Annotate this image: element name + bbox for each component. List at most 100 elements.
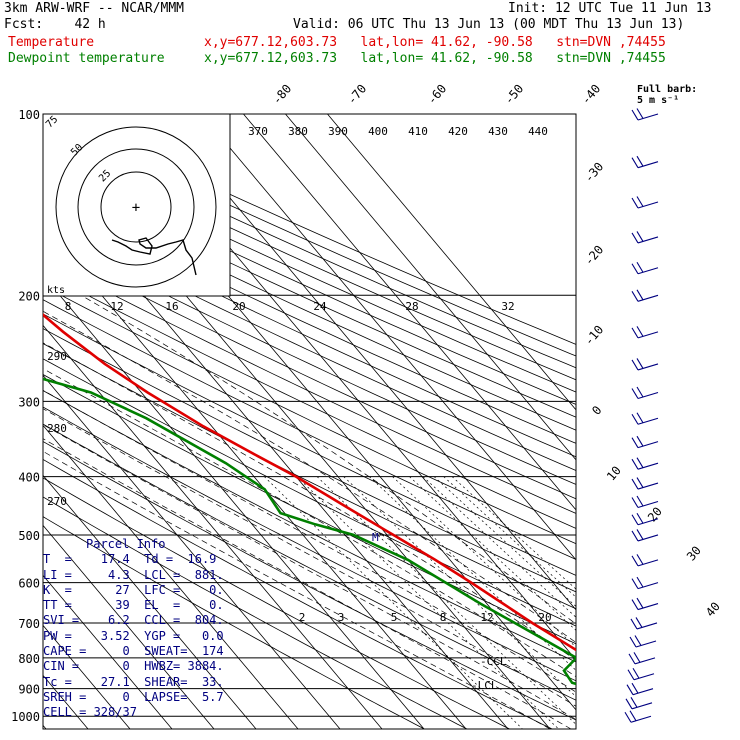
dewpoint-location-info: x,y=677.12,603.73 lat,lon= 41.62, -90.58… xyxy=(204,51,666,66)
mixing-ratio-label-lower: 3 xyxy=(338,611,345,624)
moist-adiabat-line xyxy=(43,438,572,729)
wind-barb-flag xyxy=(636,108,644,119)
mixing-ratio-label-lower: 8 xyxy=(440,611,447,624)
legend-temperature: Temperature xyxy=(8,35,95,50)
wind-barb-flag xyxy=(629,636,637,648)
isotherm-label: -10 xyxy=(582,323,607,349)
mixing-ratio-line xyxy=(392,476,576,648)
wind-barb-flag xyxy=(636,495,644,507)
dry-adiabat-line xyxy=(43,195,576,444)
wind-legend: Full barb: 5 m s⁻¹ xyxy=(637,84,703,106)
wind-barb-flag xyxy=(631,458,639,470)
wind-barb-shaft xyxy=(637,518,659,526)
parcel-row-tt-el: TT = 39 EL = 0. xyxy=(43,598,224,613)
wind-barb-flag xyxy=(636,576,644,588)
moist-adiabat-line xyxy=(43,424,576,720)
wind-barb-flag xyxy=(631,413,639,425)
wind-barb-shaft xyxy=(635,640,657,648)
pressure-label: 300 xyxy=(18,395,40,409)
isotherm-label: -50 xyxy=(502,82,527,108)
wind-barb-shaft xyxy=(637,113,659,121)
moist-adiabat-line xyxy=(43,342,576,661)
isotherm-label: -80 xyxy=(270,82,295,108)
dry-adiabat-line xyxy=(43,423,576,701)
isotherm-line xyxy=(285,114,576,461)
wind-barb-flag xyxy=(631,157,639,168)
wind-barb-shaft xyxy=(637,500,659,509)
parcel-row-t-td: T = 17.4 Td = 16.9 xyxy=(43,552,217,567)
isotherm-line xyxy=(43,424,299,729)
pressure-label: 500 xyxy=(18,529,40,543)
dry-adiabat-line xyxy=(43,458,553,729)
pressure-label: 900 xyxy=(18,683,40,697)
moist-adiabat-line xyxy=(43,450,551,729)
wind-barb-flag xyxy=(624,711,632,723)
isotherm-line xyxy=(43,474,257,729)
theta-label: 410 xyxy=(408,125,428,138)
wind-barb-flag xyxy=(631,437,639,448)
wind-barb-flag xyxy=(627,669,635,681)
ccl-marker: -CCL xyxy=(480,655,507,668)
wind-barb-shaft xyxy=(637,559,659,567)
isotherm-line xyxy=(43,374,341,729)
wind-barb-flag xyxy=(631,530,639,542)
hodograph-ring xyxy=(100,171,172,243)
dry-adiabat-line xyxy=(43,160,576,405)
theta-label: 390 xyxy=(328,125,348,138)
wind-barb-flag xyxy=(631,497,639,508)
dry-adiabat-line xyxy=(43,127,576,369)
wind-barb-flag xyxy=(636,435,644,447)
wind-barb-flag xyxy=(636,386,644,398)
hodograph-box xyxy=(42,113,231,297)
init-time: Init: 12 UTC Tue 11 Jun 13 xyxy=(508,1,712,16)
hodograph-ring xyxy=(55,126,217,288)
wind-barb-flag xyxy=(631,599,639,610)
wind-barb-flag xyxy=(631,555,639,567)
isotherm-line xyxy=(201,114,576,561)
isotherm-label: 0 xyxy=(589,403,604,418)
wind-barb-shaft xyxy=(637,236,659,244)
isotherm-line xyxy=(0,114,4,729)
wind-barb-flag xyxy=(636,326,644,337)
wind-barb-shaft xyxy=(636,622,658,630)
mixing-ratio-label: 8 xyxy=(65,300,72,313)
legend-dewpoint: Dewpoint temperature xyxy=(8,51,165,66)
parcel-row-cape-sweat: CAPE = 0 SWEAT= 174 xyxy=(43,644,224,659)
wind-barb-flag xyxy=(636,529,644,540)
wind-barb-flag xyxy=(630,697,638,708)
isotherm-line xyxy=(327,114,576,411)
wind-barb-flag xyxy=(631,327,639,339)
mixing-ratio-label: 12 xyxy=(110,300,123,313)
wind-barb-shaft xyxy=(637,417,659,425)
wind-barb-flag xyxy=(631,109,639,121)
dry-adiabat-line xyxy=(43,219,576,471)
isotherm-line xyxy=(43,524,215,729)
dry-adiabat-line xyxy=(43,299,576,560)
parcel-row-cin-hwbz: CIN = 0 HWBZ= 3884. xyxy=(43,659,224,674)
theta-label: 420 xyxy=(448,125,468,138)
valid-time: Valid: 06 UTC Thu 13 Jun 13 (00 MDT Thu … xyxy=(293,17,685,32)
wind-barb-flag xyxy=(631,197,639,209)
wind-barb-flag xyxy=(631,263,639,275)
mixing-ratio-label: 20 xyxy=(232,300,245,313)
isotherm-line xyxy=(43,574,173,729)
theta-label: 400 xyxy=(368,125,388,138)
wind-barb-flag xyxy=(636,358,644,369)
theta-label: 430 xyxy=(488,125,508,138)
wind-barb-flag xyxy=(636,597,644,609)
isotherm-label: -40 xyxy=(579,82,604,108)
mixing-ratio-label: 16 xyxy=(165,300,178,313)
theta-label: 380 xyxy=(288,125,308,138)
wind-barb-flag xyxy=(636,457,644,468)
dry-adiabat-line xyxy=(43,313,576,576)
isotherm-label: -20 xyxy=(582,243,607,269)
wind-barb-flag xyxy=(631,359,639,371)
wind-barb-shaft xyxy=(631,702,653,710)
dry-adiabat-line xyxy=(43,390,576,663)
pressure-label: 800 xyxy=(18,652,40,666)
pressure-label: 100 xyxy=(18,108,40,122)
wind-barb-flag xyxy=(636,289,644,301)
isotherm-line xyxy=(159,114,576,611)
dry-adiabat-line xyxy=(43,477,510,729)
